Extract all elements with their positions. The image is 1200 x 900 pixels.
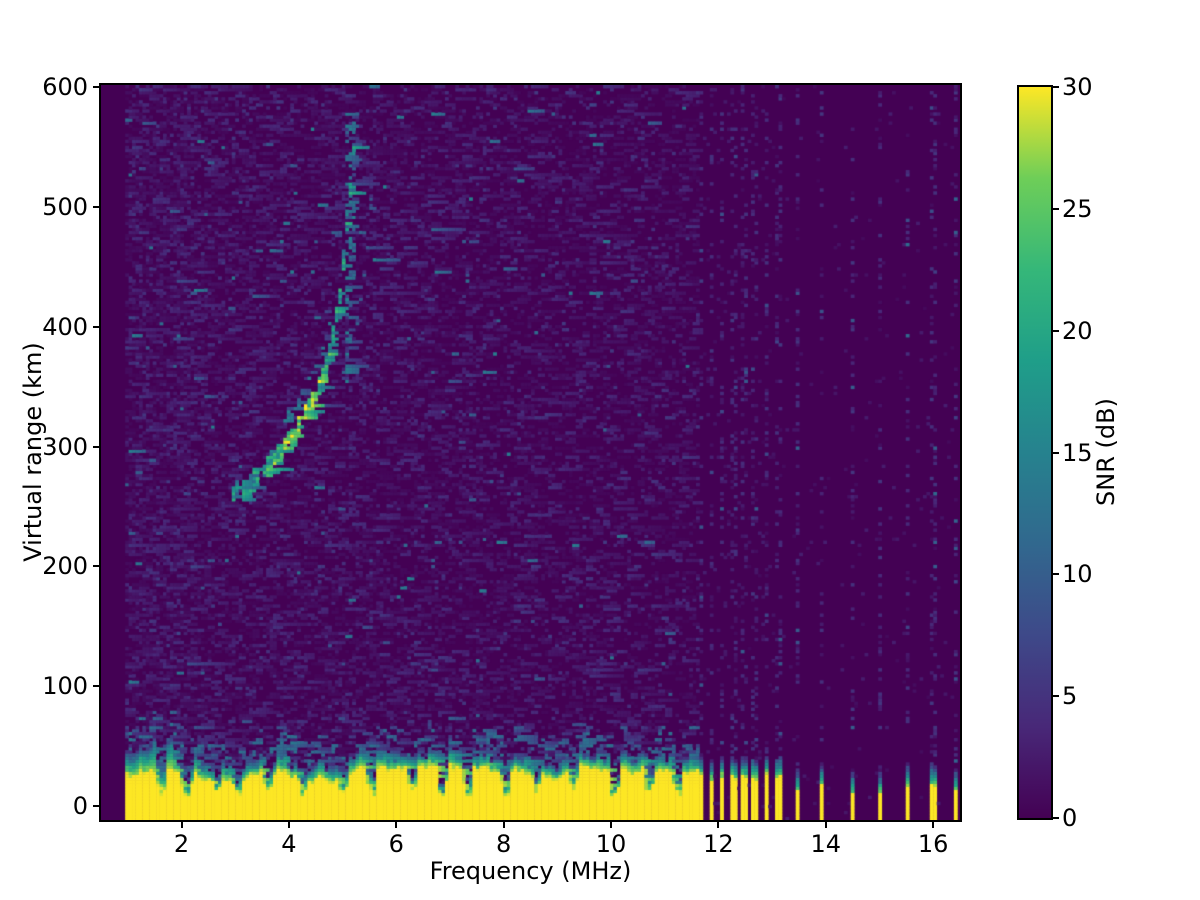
y-tick-mark [93, 684, 99, 687]
colorbar-tick-label: 20 [1062, 316, 1093, 345]
colorbar-tick-label: 0 [1062, 804, 1078, 832]
colorbar [1017, 85, 1053, 820]
x-tick-mark [287, 822, 290, 828]
y-tick-label: 0 [72, 791, 88, 820]
plot-area [99, 83, 962, 822]
colorbar-tick-mark [1053, 329, 1059, 332]
colorbar-tick-label: 15 [1062, 438, 1093, 467]
x-tick-label: 8 [496, 830, 512, 858]
y-tick-mark [93, 206, 99, 209]
x-tick-mark [502, 822, 505, 828]
x-tick-label: 12 [703, 830, 734, 858]
y-tick-mark [93, 804, 99, 807]
colorbar-tick-mark [1053, 207, 1059, 210]
colorbar-tick-mark [1053, 573, 1059, 576]
y-tick-label: 500 [42, 193, 88, 222]
x-tick-mark [610, 822, 613, 828]
colorbar-label: SNR (dB) [1092, 398, 1120, 506]
y-tick-label: 600 [42, 73, 88, 102]
x-tick-mark [180, 822, 183, 828]
x-tick-mark [717, 822, 720, 828]
y-tick-label: 400 [42, 312, 88, 341]
y-tick-mark [93, 445, 99, 448]
x-tick-label: 16 [917, 830, 949, 858]
x-tick-label: 4 [281, 830, 297, 858]
x-tick-mark [824, 822, 827, 828]
colorbar-tick-label: 25 [1062, 194, 1093, 223]
x-tick-mark [395, 822, 398, 828]
colorbar-tick-mark [1053, 451, 1059, 454]
y-tick-label: 100 [42, 671, 88, 700]
x-tick-label: 2 [173, 830, 190, 858]
x-tick-mark [932, 822, 935, 828]
ionogram-heatmap [101, 85, 960, 820]
colorbar-tick-label: 10 [1062, 560, 1093, 589]
colorbar-tick-label: 30 [1062, 73, 1093, 101]
y-tick-mark [93, 565, 99, 568]
x-tick-label: 6 [388, 830, 404, 858]
colorbar-tick-mark [1053, 86, 1059, 88]
colorbar-tick-mark [1053, 695, 1059, 698]
colorbar-tick-label: 5 [1062, 682, 1078, 711]
y-tick-label: 200 [42, 552, 88, 581]
y-tick-mark [93, 325, 99, 328]
colorbar-tick-mark [1053, 817, 1059, 819]
y-tick-label: 300 [42, 432, 88, 461]
x-tick-label: 10 [595, 830, 627, 858]
x-axis-label: Frequency (MHz) [429, 857, 632, 885]
y-tick-mark [93, 86, 99, 89]
x-tick-label: 14 [810, 830, 842, 858]
